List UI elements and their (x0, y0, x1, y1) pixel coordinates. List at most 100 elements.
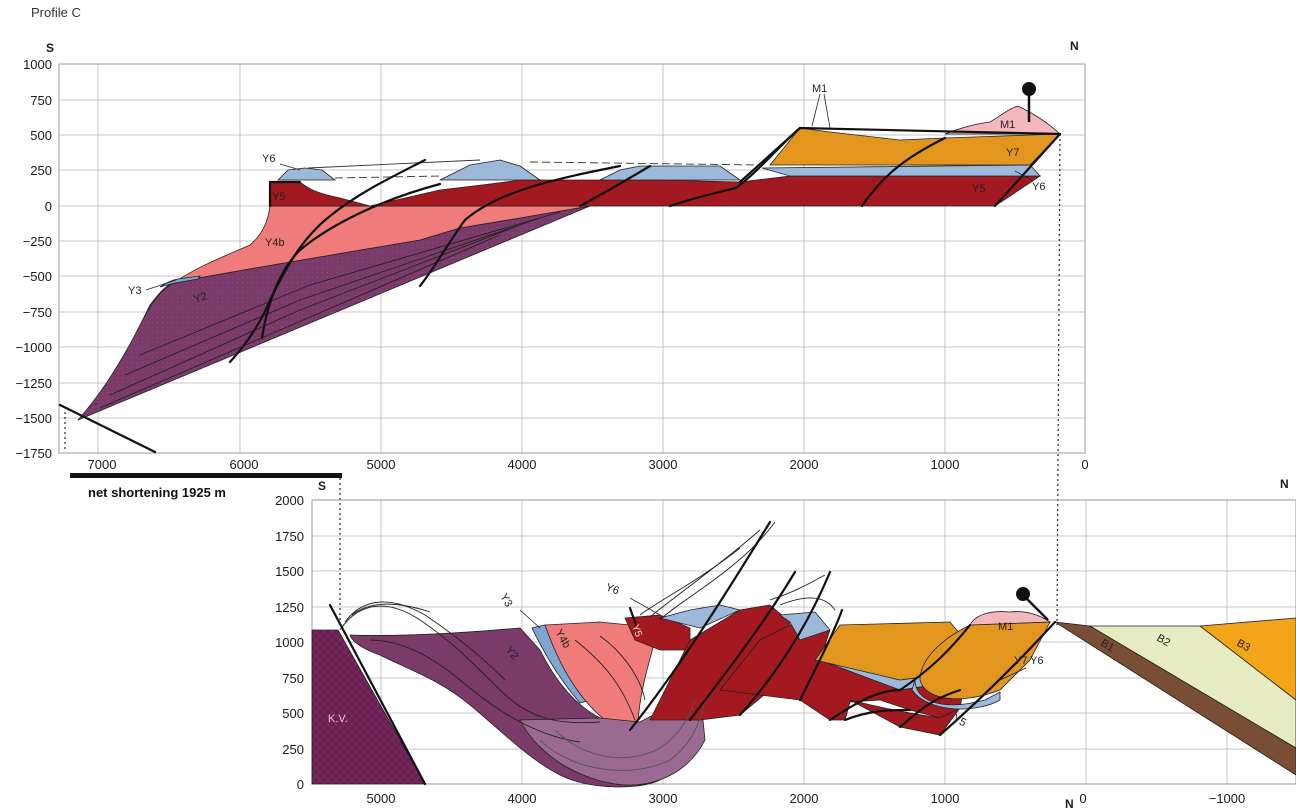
label-b1: B1 (1099, 637, 1117, 654)
x-tick-label: 5000 (367, 457, 396, 472)
fold-line (599, 635, 646, 701)
fault-line (628, 606, 638, 627)
unit-y6-top-mid2 (599, 165, 742, 181)
fold-line (554, 699, 696, 759)
north-label-axis: N (1065, 797, 1074, 811)
south-label-bottom: S (318, 479, 326, 493)
shortening-label: net shortening 1925 m (88, 485, 226, 500)
y-tick-label: −500 (23, 269, 52, 284)
unit-y5-top-main (369, 175, 1042, 207)
well-marker-icon (1016, 587, 1030, 601)
unit-m1-bottom (969, 611, 1052, 626)
unit-y6-top-left (277, 167, 337, 181)
x-tick-label: 4000 (508, 457, 537, 472)
y-tick-label: 1250 (275, 600, 304, 615)
well-marker-icon (1022, 82, 1036, 96)
fold-line (779, 597, 836, 611)
fold-line (369, 639, 581, 743)
leader-line (629, 597, 661, 616)
x-tick-label: 0 (1081, 457, 1088, 472)
fault-line (260, 182, 442, 340)
y-tick-label: 250 (282, 742, 304, 757)
y-tick-label: 1000 (275, 635, 304, 650)
fault-line (418, 164, 622, 288)
y-tick-label: 750 (30, 93, 52, 108)
well-stem (1025, 597, 1049, 621)
y-tick-label: 0 (297, 777, 304, 792)
fault-line (938, 620, 1057, 737)
fault-line (898, 688, 962, 729)
x-tick-label: 6000 (230, 457, 259, 472)
label-y2-top: Y2 (192, 290, 209, 306)
fault-line (578, 164, 652, 208)
label-y5-right: Y5 (972, 183, 985, 195)
label-m1-top: M1 (812, 83, 827, 95)
label-y6-bottom: Y6 (604, 582, 621, 598)
y-tick-label: −1750 (15, 446, 52, 461)
x-tick-label: 3000 (649, 791, 678, 806)
x-tick-label: 2000 (790, 791, 819, 806)
fault-line (860, 136, 947, 208)
north-label-bottom: N (1280, 477, 1289, 491)
unit-y6-bottom-b (778, 611, 831, 641)
y-tick-label: 500 (282, 706, 304, 721)
strata-line (99, 234, 501, 409)
y-tick-label: −250 (23, 234, 52, 249)
strata-line (139, 211, 561, 356)
unit-m1-top (944, 105, 1062, 135)
y-tick-label: 250 (30, 163, 52, 178)
label-y3-bottom: Y3 (497, 592, 514, 610)
x-tick-label: −1000 (1209, 791, 1246, 806)
fault-line (738, 126, 1062, 184)
fold-line (344, 601, 506, 681)
shortening-bar (70, 473, 342, 478)
label-y7-top: Y7 (1006, 147, 1019, 159)
x-tick-label: 0 (1079, 791, 1086, 806)
north-label: N (1070, 39, 1079, 53)
unit-b3 (1198, 617, 1296, 701)
x-tick-label: 4000 (508, 791, 537, 806)
x-tick-label: 1000 (931, 791, 960, 806)
x-tick-label: 1000 (931, 457, 960, 472)
restoration-line (529, 161, 761, 166)
label-y7-bottom: Y7 (1014, 655, 1027, 667)
fault-line (993, 132, 1062, 208)
x-tick-label: 5000 (367, 791, 396, 806)
unit-b2 (1088, 625, 1296, 749)
y-tick-label: −1500 (15, 411, 52, 426)
label-m1-right: M1 (1000, 119, 1015, 131)
y-tick-label: 750 (282, 671, 304, 686)
leader-line (1014, 170, 1033, 181)
restoration-line (87, 401, 101, 409)
south-label: S (46, 41, 54, 55)
unit-y6-top-mid (439, 159, 542, 181)
y-tick-label: 1500 (275, 564, 304, 579)
leader-line (279, 163, 301, 171)
x-tick-label: 7000 (88, 457, 117, 472)
label-kv: K.V. (328, 713, 348, 725)
unit-b1 (1054, 621, 1296, 776)
unit-y7-bottom-b (919, 621, 1051, 700)
fold-line (351, 603, 431, 616)
fault-line (268, 180, 302, 208)
leader-line (519, 609, 541, 629)
top-y-axis: 1000 750 500 250 0 −250 −500 −750 −1000 … (15, 57, 52, 461)
label-y4b-top: Y4b (265, 237, 285, 249)
fold-line (659, 521, 776, 621)
fault-line (58, 403, 157, 454)
fault-line (898, 623, 972, 692)
label-y5-bottom-mid: Y5 (629, 623, 644, 639)
y-tick-label: 2000 (275, 493, 304, 508)
fault-line (843, 708, 912, 722)
fold-line (639, 547, 741, 616)
y-tick-label: −1250 (15, 376, 52, 391)
fold-line (539, 699, 706, 771)
label-y6-right: Y6 (1032, 181, 1045, 193)
y-tick-label: −750 (23, 305, 52, 320)
leader-line (145, 279, 177, 291)
correlation-line (1056, 133, 1061, 626)
bottom-profile: S N N 2000 1750 1500 1250 1000 750 500 2… (275, 477, 1296, 811)
leader-line (811, 93, 831, 129)
top-grid (58, 63, 1086, 454)
